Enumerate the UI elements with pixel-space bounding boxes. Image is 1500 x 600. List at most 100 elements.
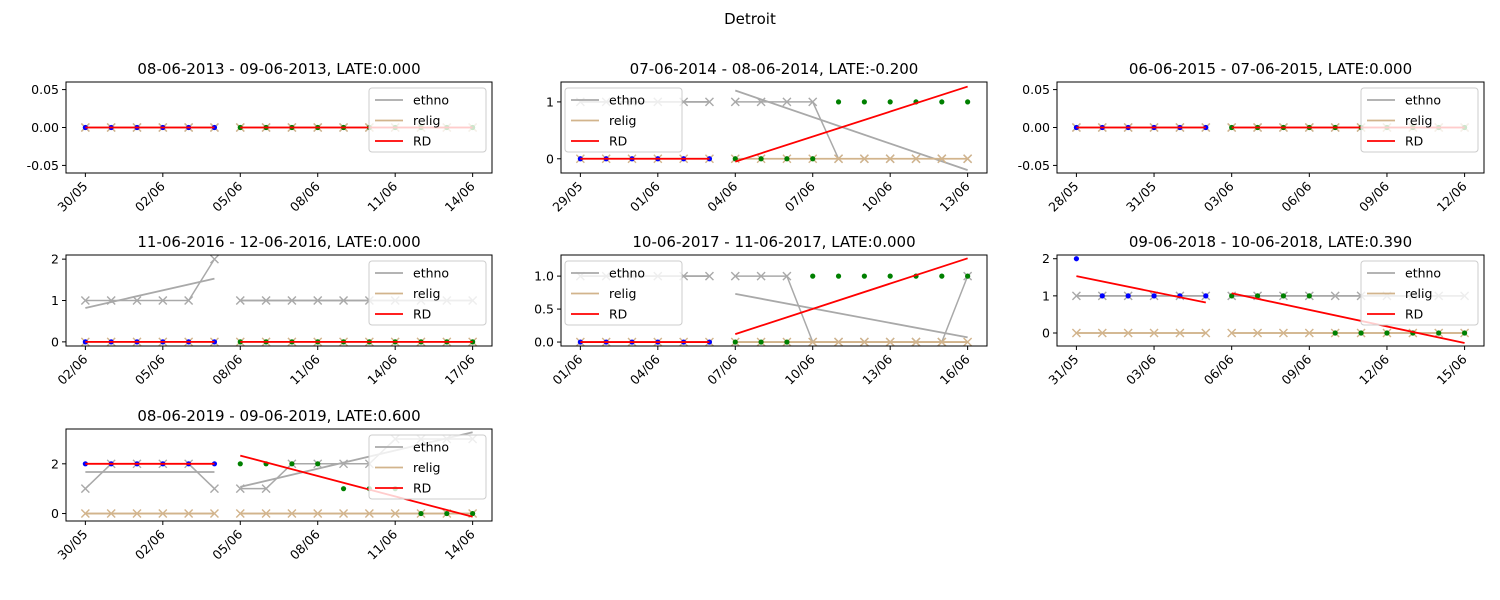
x-tick-label: 17/06 bbox=[442, 351, 478, 387]
legend-label-ethno: ethno bbox=[413, 440, 449, 455]
x-tick-label: 14/06 bbox=[442, 178, 478, 214]
subplot-2: 07-06-2014 - 08-06-2014, LATE:-0.200 1 0 29… bbox=[546, 60, 988, 215]
x-tick-label: 10/06 bbox=[782, 351, 818, 387]
before-point bbox=[1151, 293, 1157, 299]
x-tick-label: 01/06 bbox=[549, 351, 585, 387]
subplot-5: 10-06-2017 - 11-06-2017, LATE:0.000 1.0 0.… bbox=[534, 233, 988, 388]
x-tick-label: 10/06 bbox=[859, 178, 895, 214]
legend-label-relig: relig bbox=[413, 460, 440, 475]
legend-label-relig: relig bbox=[413, 113, 440, 128]
after-point bbox=[1436, 330, 1442, 336]
legend-label-ethno: ethno bbox=[1405, 93, 1441, 108]
legend-box bbox=[1360, 87, 1479, 153]
x-tick-label: 05/06 bbox=[132, 351, 168, 387]
after-point bbox=[1306, 293, 1312, 299]
x-tick-label: 13/06 bbox=[859, 351, 895, 387]
x-tick-label: 30/05 bbox=[54, 527, 90, 563]
x-tick-label: 08/06 bbox=[287, 178, 323, 214]
y-tick-label: 2 bbox=[1042, 251, 1050, 266]
x-tick-label: 05/06 bbox=[209, 178, 245, 214]
after-point bbox=[470, 510, 476, 517]
x-tick-label: 04/06 bbox=[704, 178, 740, 214]
y-tick-label: 0.00 bbox=[1022, 120, 1050, 135]
y-tick-label: 1 bbox=[546, 94, 554, 109]
legend-box bbox=[1360, 260, 1479, 326]
after-point bbox=[340, 486, 347, 492]
ethno-marker bbox=[704, 97, 714, 107]
subplot-4: 11-06-2016 - 12-06-2016, LATE:0.000 2 1 0 02… bbox=[51, 233, 493, 388]
relig-marker bbox=[80, 509, 90, 519]
legend-label-relig: relig bbox=[413, 286, 440, 301]
rd-fit-line bbox=[734, 257, 968, 335]
legend-label-ethno: ethno bbox=[1405, 266, 1441, 281]
before-point bbox=[706, 156, 713, 162]
after-point bbox=[939, 273, 945, 279]
ethno-marker bbox=[730, 271, 740, 281]
ethno-marker bbox=[704, 271, 714, 281]
before-point bbox=[1203, 293, 1209, 299]
after-point bbox=[835, 273, 842, 279]
ethno-marker bbox=[132, 296, 142, 305]
x-tick-label: 11/06 bbox=[364, 178, 400, 214]
ethno-marker bbox=[782, 271, 792, 281]
x-tick-label: 04/06 bbox=[627, 351, 663, 387]
x-tick-label: 05/06 bbox=[209, 526, 245, 562]
y-tick-label: 0.5 bbox=[534, 302, 554, 317]
subplot-title: 06-06-2015 - 07-06-2015, LATE:0.000 bbox=[1129, 60, 1412, 78]
x-tick-label: 06/06 bbox=[1278, 178, 1314, 214]
legend-label-relig: relig bbox=[609, 113, 636, 128]
x-tick-label: 29/05 bbox=[549, 179, 585, 215]
x-tick-label: 31/05 bbox=[1123, 179, 1159, 215]
y-tick-label: 0.05 bbox=[31, 82, 59, 97]
ethno-marker bbox=[158, 296, 168, 305]
x-tick-label: 08/06 bbox=[287, 526, 323, 562]
subplot-grid: 08-06-2013 - 09-06-2013, LATE:0.0000.050… bbox=[27, 60, 1485, 563]
rd-fit-line bbox=[1076, 275, 1206, 304]
before-point bbox=[1099, 293, 1105, 299]
y-tick-label: 0.05 bbox=[1022, 82, 1050, 97]
y-tick-label: 0.00 bbox=[31, 120, 59, 135]
y-tick-label: 1.0 bbox=[534, 269, 554, 284]
after-point bbox=[1280, 293, 1287, 299]
x-tick-label: 13/06 bbox=[937, 178, 973, 214]
x-tick-label: 07/06 bbox=[782, 178, 818, 214]
legend: ethno relig RD bbox=[1360, 260, 1479, 326]
after-point bbox=[732, 339, 738, 345]
after-point bbox=[289, 461, 295, 467]
legend-label-rd: RD bbox=[413, 134, 431, 149]
after-point bbox=[758, 156, 764, 162]
ethno-marker bbox=[80, 296, 90, 305]
y-tick-label: 0.0 bbox=[534, 335, 554, 350]
before-point bbox=[706, 339, 713, 345]
x-tick-label: 15/06 bbox=[1434, 351, 1470, 387]
after-point bbox=[1332, 330, 1338, 336]
after-point bbox=[1229, 293, 1235, 299]
subplot-1: 08-06-2013 - 09-06-2013, LATE:0.000 0.05 0… bbox=[27, 60, 493, 215]
after-point bbox=[887, 99, 893, 105]
x-tick-label: 11/06 bbox=[287, 351, 323, 387]
ethno-marker bbox=[209, 255, 219, 264]
legend-label-ethno: ethno bbox=[413, 266, 449, 281]
ethno-marker bbox=[730, 97, 740, 107]
y-tick-label: -0.05 bbox=[1018, 158, 1050, 173]
legend-label-ethno: ethno bbox=[609, 93, 645, 108]
subplot-title: 08-06-2019 - 09-06-2019, LATE:0.600 bbox=[137, 407, 420, 425]
y-tick-label: 2 bbox=[51, 456, 59, 471]
after-point bbox=[1384, 330, 1390, 336]
ethno-fit-line bbox=[735, 293, 968, 339]
legend-label-relig: relig bbox=[1405, 286, 1432, 301]
ethno-line bbox=[84, 463, 215, 490]
subplot-title: 11-06-2016 - 12-06-2016, LATE:0.000 bbox=[137, 233, 420, 251]
after-point bbox=[861, 99, 867, 105]
x-tick-label: 02/06 bbox=[132, 178, 168, 214]
after-point bbox=[315, 461, 321, 467]
y-tick-label: 0 bbox=[51, 334, 59, 349]
legend-label-ethno: ethno bbox=[413, 93, 449, 108]
plot-area bbox=[575, 257, 973, 346]
subplot-title: 10-06-2017 - 11-06-2017, LATE:0.000 bbox=[632, 233, 915, 251]
y-tick-label: 2 bbox=[51, 252, 59, 267]
x-tick-label: 31/05 bbox=[1045, 352, 1081, 388]
legend-box bbox=[564, 260, 683, 326]
after-point bbox=[1358, 330, 1364, 336]
after-point bbox=[965, 273, 971, 279]
